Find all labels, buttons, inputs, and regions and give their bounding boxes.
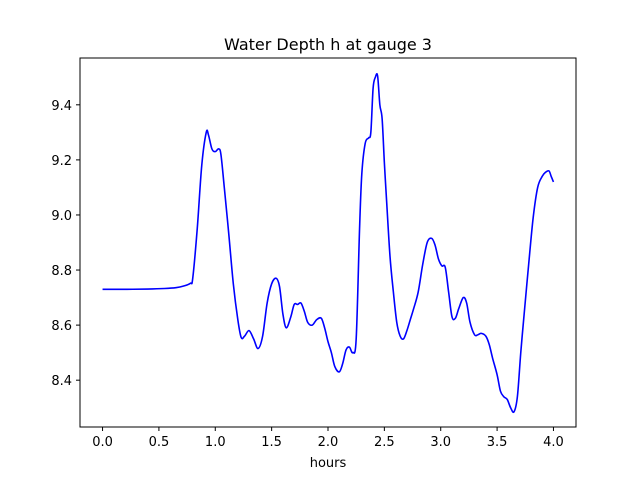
y-tick-label: 9.0 [51,209,72,224]
y-tick-label: 8.6 [51,319,72,334]
x-axis-ticks: 0.0 0.5 1.0 1.5 2.0 2.5 3.0 3.5 4.0 [92,427,564,450]
series-line-0 [102,72,555,414]
x-tick-label: 4.0 [543,435,564,450]
y-tick-label: 9.2 [51,154,72,169]
plot-frame [79,57,577,428]
chart-title: Water Depth h at gauge 3 [224,35,432,54]
x-tick-label: 0.5 [149,435,170,450]
x-tick-label: 2.0 [318,435,339,450]
x-tick-label: 3.5 [487,435,508,450]
x-tick-label: 1.0 [205,435,226,450]
series-layer [102,72,555,414]
x-axis-label: hours [310,456,347,471]
y-tick-label: 8.8 [51,264,72,279]
x-tick-label: 0.0 [92,435,113,450]
x-tick-label: 1.5 [261,435,282,450]
x-tick-label: 2.5 [374,435,395,450]
y-axis-ticks: 8.4 8.6 8.8 9.0 9.2 9.4 [51,99,80,389]
y-tick-label: 8.4 [51,374,72,389]
y-tick-label: 9.4 [51,99,72,114]
x-tick-label: 3.0 [430,435,451,450]
